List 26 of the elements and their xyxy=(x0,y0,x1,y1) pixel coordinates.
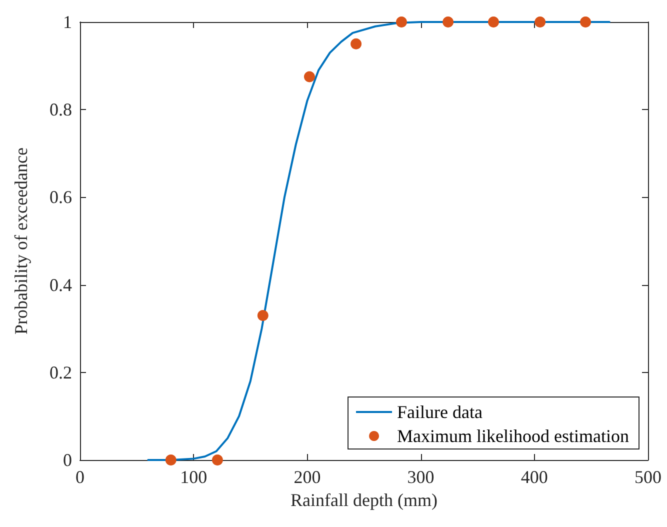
x-tick-label: 0 xyxy=(76,467,84,487)
y-tick-label: 0.2 xyxy=(50,362,72,382)
point xyxy=(304,71,315,82)
x-tick-label: 400 xyxy=(520,467,548,487)
y-tick-label: 0 xyxy=(63,450,72,470)
y-tick-label: 0.8 xyxy=(50,100,72,120)
point xyxy=(488,16,500,28)
x-tick-label: 300 xyxy=(407,467,434,487)
point xyxy=(442,16,454,28)
legend-label: Maximum likelihood estimation xyxy=(397,426,630,446)
y-tick-label: 1 xyxy=(63,12,72,32)
y-tick-label: 0.4 xyxy=(50,274,72,295)
legend-label: Failure data xyxy=(397,402,482,422)
point xyxy=(212,454,223,466)
point xyxy=(257,310,268,321)
point xyxy=(165,454,176,466)
point xyxy=(396,16,407,28)
y-tick-label: 0.6 xyxy=(50,187,72,208)
y-axis-title: Probability of exceedance xyxy=(11,148,31,334)
x-tick-label: 200 xyxy=(294,467,321,487)
x-tick-label: 100 xyxy=(180,467,208,487)
x-tick-label: 500 xyxy=(634,467,662,487)
x-axis-title: Rainfall depth (mm) xyxy=(290,490,438,510)
point xyxy=(580,16,592,28)
point xyxy=(350,38,362,50)
point xyxy=(534,16,546,28)
